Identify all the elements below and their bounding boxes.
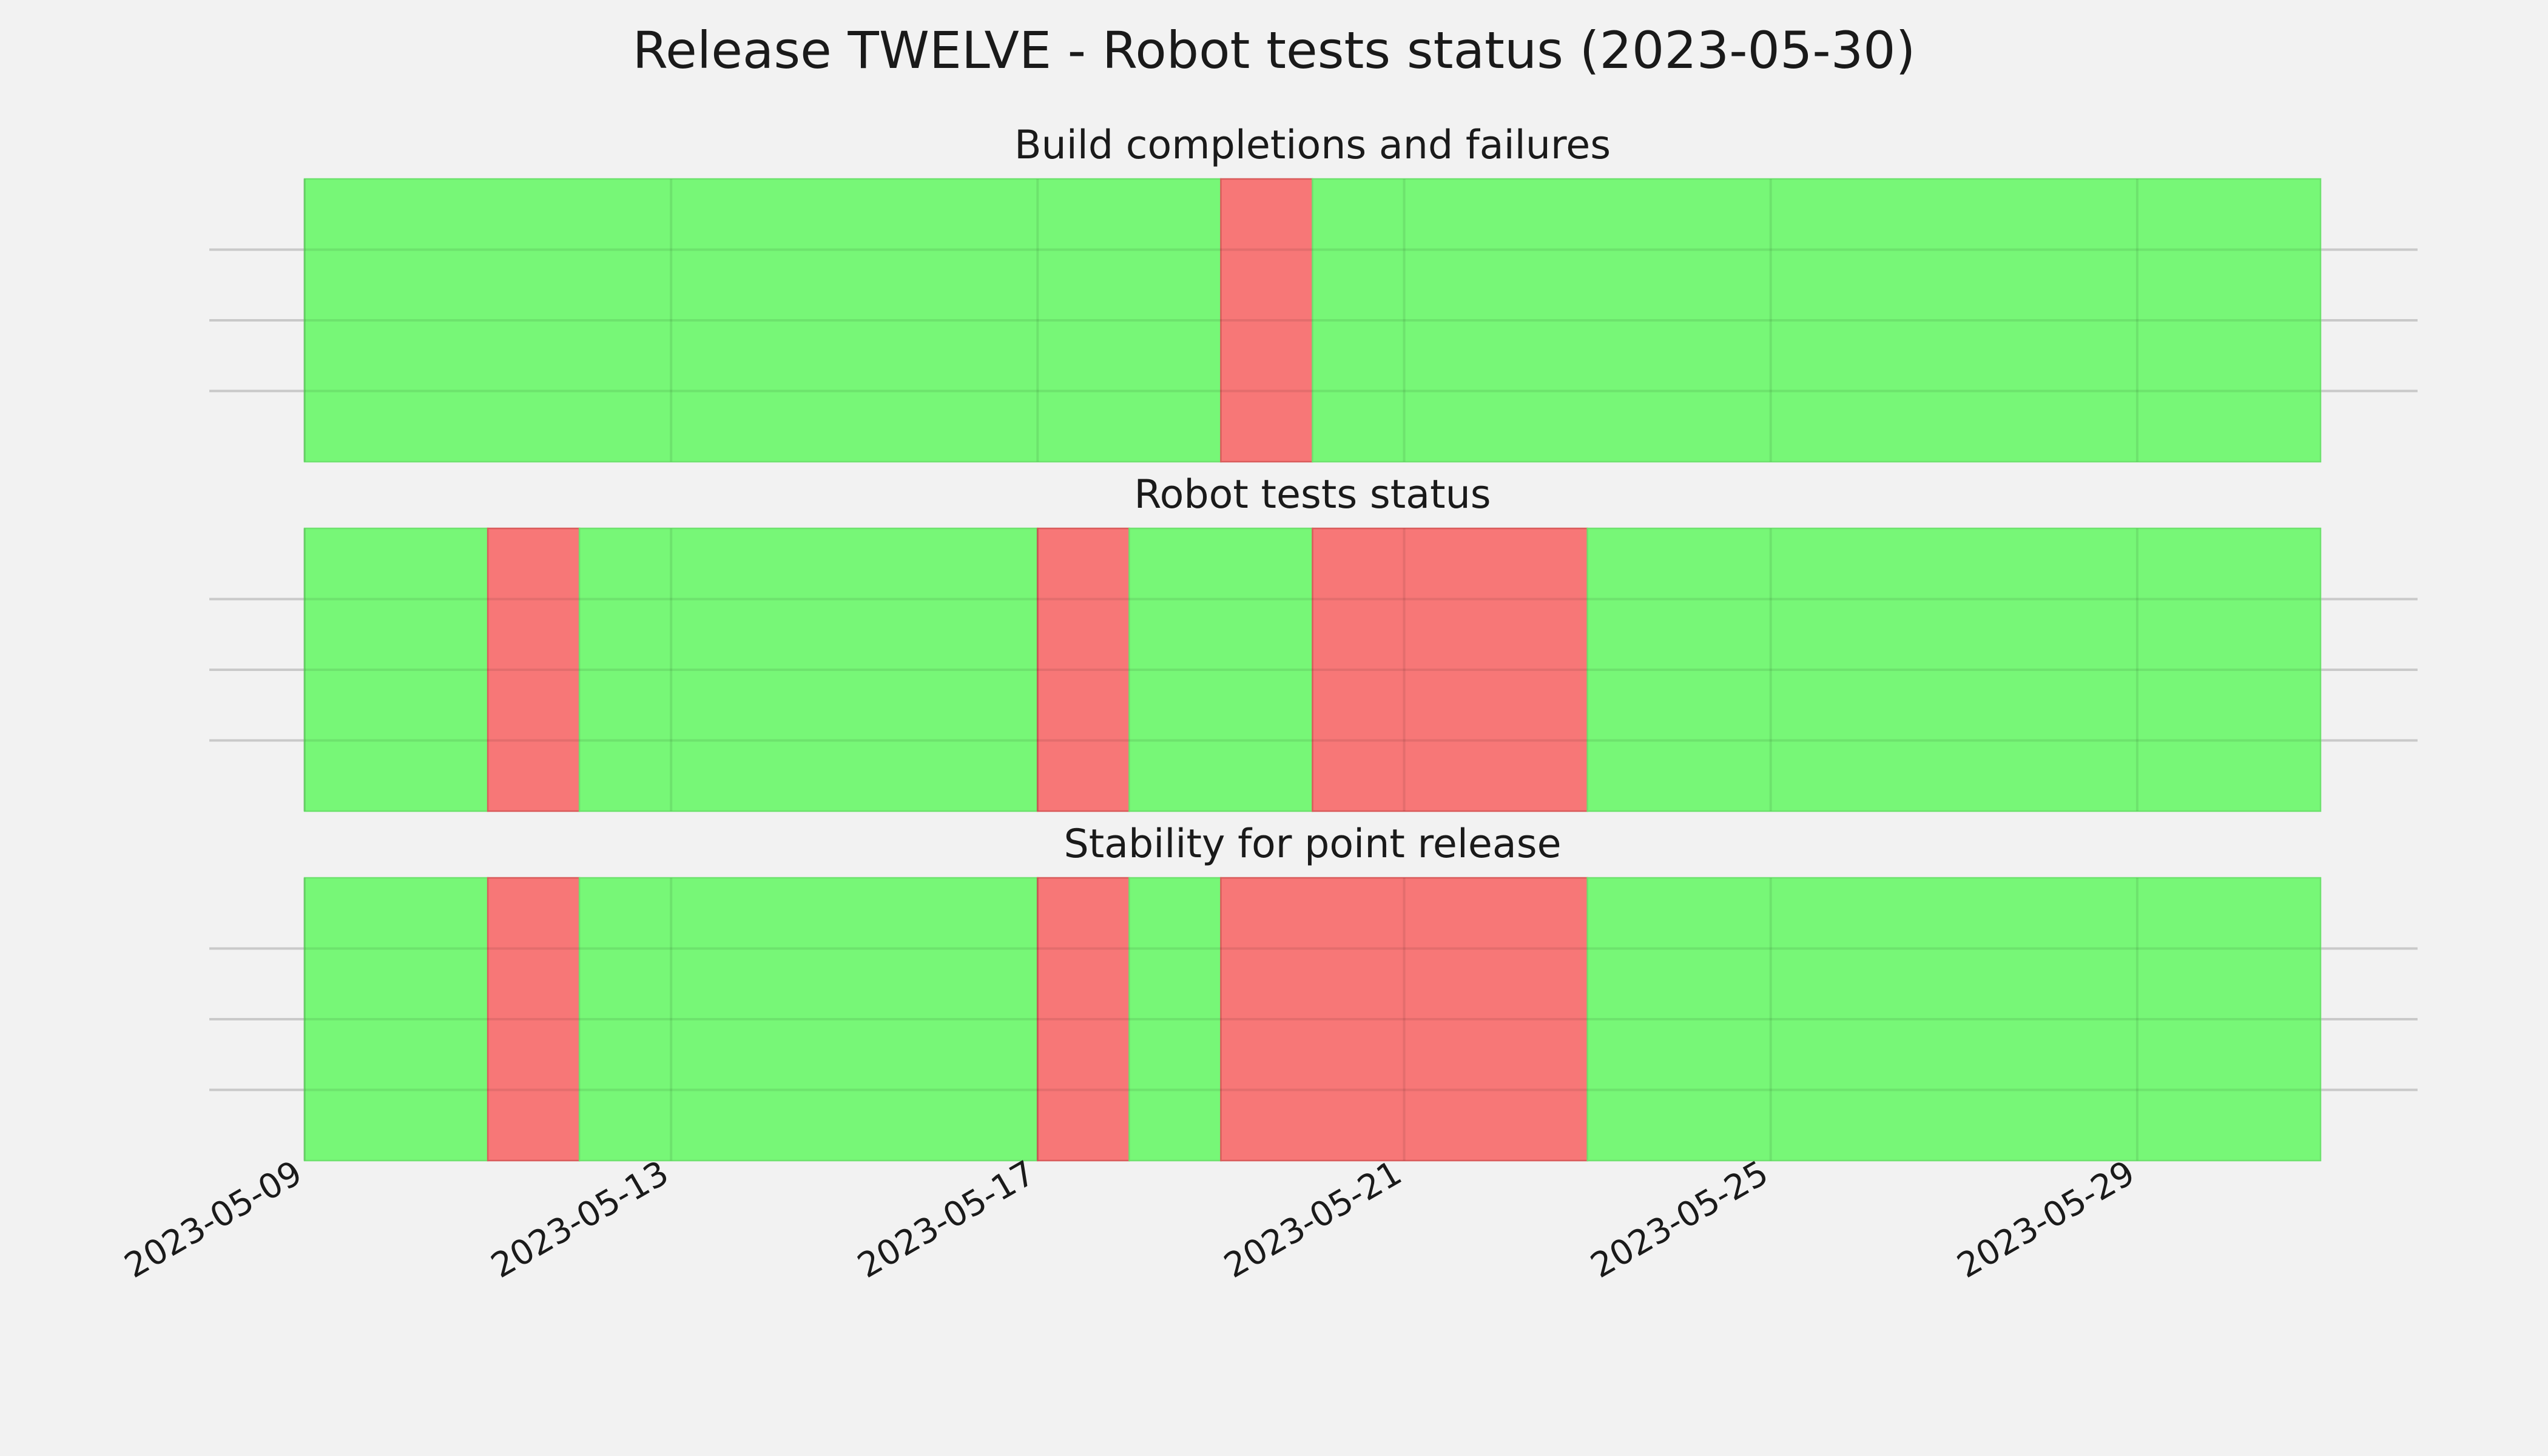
chart-title: Release TWELVE - Robot tests status (202… bbox=[633, 21, 1916, 80]
x-tick-label: 2023-05-21 bbox=[1218, 1153, 1408, 1286]
x-axis-ticks: 2023-05-09 2023-05-13 2023-05-17 2023-05-21… bbox=[118, 1153, 2142, 1286]
panels: Build completions and failures Robot test… bbox=[209, 123, 2418, 1162]
segment-fail bbox=[1037, 877, 1130, 1162]
x-tick-label: 2023-05-09 bbox=[118, 1153, 309, 1286]
segment-fail bbox=[487, 527, 581, 812]
segment-fail bbox=[1037, 527, 1130, 812]
segment-pass bbox=[303, 877, 489, 1162]
panel-title: Stability for point release bbox=[1063, 821, 1561, 867]
panel-title: Robot tests status bbox=[1134, 472, 1491, 517]
segment-pass bbox=[1586, 877, 2322, 1162]
panel-title: Build completions and failures bbox=[1014, 123, 1611, 168]
segment-pass bbox=[1128, 877, 1222, 1162]
x-tick-label: 2023-05-13 bbox=[485, 1153, 675, 1286]
segment-pass bbox=[1586, 527, 2322, 812]
panel-1: Build completions and failures bbox=[209, 123, 2418, 463]
x-tick-label: 2023-05-29 bbox=[1951, 1153, 2142, 1286]
segment-pass bbox=[1312, 178, 2322, 463]
segment-fail bbox=[1220, 178, 1313, 463]
segment-pass bbox=[578, 527, 1039, 812]
segment-fail bbox=[1312, 527, 1588, 812]
segment-pass bbox=[578, 877, 1039, 1162]
segment-pass bbox=[1128, 527, 1313, 812]
segment-fail bbox=[487, 877, 581, 1162]
x-tick-label: 2023-05-25 bbox=[1584, 1153, 1774, 1286]
segment-pass bbox=[303, 527, 489, 812]
x-tick-label: 2023-05-17 bbox=[851, 1153, 1042, 1286]
segment-pass bbox=[303, 178, 1222, 463]
segment-fail bbox=[1220, 877, 1588, 1162]
panel-2: Robot tests status bbox=[209, 472, 2418, 812]
panel-3: Stability for point release bbox=[209, 821, 2418, 1162]
